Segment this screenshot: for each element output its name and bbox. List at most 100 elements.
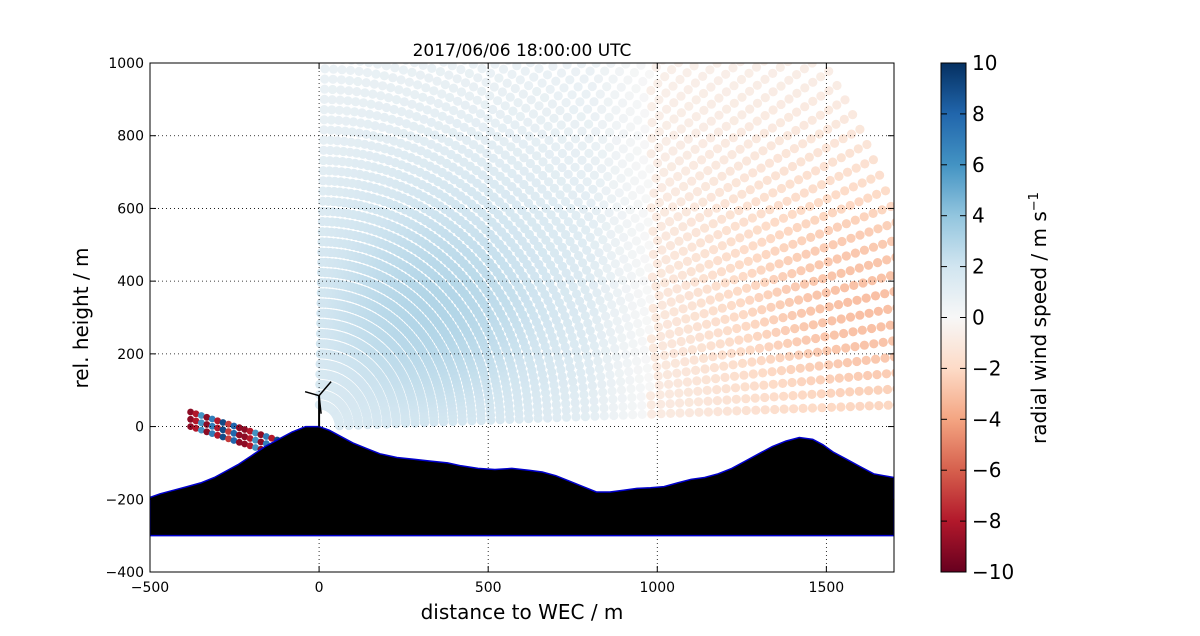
- beam-point: [721, 252, 732, 262]
- beam-point: [409, 121, 419, 131]
- beam-point: [570, 148, 581, 158]
- beam-point: [818, 274, 828, 284]
- beam-point: [577, 277, 587, 287]
- beam-point: [770, 404, 780, 415]
- beam-point: [452, 118, 462, 129]
- beam-point: [850, 342, 860, 352]
- beam-point: [542, 107, 552, 117]
- beam-point: [649, 188, 659, 198]
- beam-point: [849, 280, 859, 290]
- beam-point: [792, 70, 802, 80]
- beam-point: [606, 251, 617, 261]
- beam-point: [475, 144, 485, 154]
- beam-point: [766, 234, 776, 244]
- beam-point: [501, 163, 511, 173]
- colorbar-label: radial wind speed / m s−1: [1027, 192, 1051, 444]
- beam-point: [586, 373, 597, 383]
- beam-point: [573, 270, 583, 280]
- beam-point: [606, 271, 616, 281]
- beam-point: [319, 105, 329, 115]
- beam-point: [482, 148, 492, 159]
- near-ground-point: [235, 438, 243, 446]
- beam-point: [362, 68, 373, 78]
- beam-point: [783, 256, 793, 266]
- beam-point: [557, 148, 568, 159]
- beam-point: [796, 157, 806, 167]
- beam-point: [315, 369, 325, 379]
- beam-point: [866, 174, 876, 184]
- beam-point: [598, 387, 608, 397]
- beam-point: [655, 390, 665, 400]
- beam-point: [585, 326, 595, 336]
- beam-point: [660, 72, 670, 82]
- beam-point: [669, 226, 680, 236]
- beam-point: [748, 369, 758, 379]
- beam-point: [635, 267, 645, 277]
- beam-point: [577, 126, 587, 136]
- beam-point: [640, 231, 650, 241]
- beam-point: [372, 111, 382, 121]
- beam-point: [633, 115, 643, 125]
- beam-point: [667, 65, 677, 75]
- beam-point: [652, 362, 662, 372]
- beam-point: [328, 84, 338, 95]
- beam-point: [770, 246, 780, 256]
- beam-point: [488, 104, 498, 115]
- beam-point: [812, 290, 822, 300]
- beam-point: [525, 185, 535, 195]
- beam-point: [675, 74, 685, 85]
- beam-point: [530, 191, 540, 201]
- beam-point: [840, 95, 850, 105]
- beam-point: [550, 170, 561, 180]
- colorbar: 10 8 6 4 2 0 −2 −4 −6 −8 −10 radial wind speed / m…: [940, 51, 1051, 584]
- near-ground-point: [225, 435, 232, 443]
- beam-point: [434, 121, 444, 131]
- beam-point: [389, 104, 399, 115]
- beam-point: [676, 140, 686, 150]
- beam-point: [576, 112, 586, 122]
- beam-point: [553, 91, 563, 101]
- beam-point: [568, 224, 578, 234]
- beam-point: [730, 221, 740, 231]
- beam-point: [714, 93, 724, 103]
- beam-point: [561, 98, 571, 108]
- chart-title: 2017/06/06 18:00:00 UTC: [413, 41, 632, 61]
- beam-point: [493, 96, 503, 106]
- beam-point: [878, 337, 888, 347]
- beam-point: [773, 340, 783, 350]
- beam-point: [763, 290, 773, 300]
- near-ground-point: [241, 440, 249, 448]
- beam-point: [591, 206, 601, 216]
- beam-point: [775, 118, 786, 128]
- beam-point: [651, 173, 661, 183]
- beam-point: [524, 81, 534, 91]
- beam-point: [642, 363, 653, 373]
- beam-point: [445, 92, 455, 103]
- beam-point: [672, 284, 682, 294]
- beam-point: [739, 217, 749, 227]
- beam-point: [439, 63, 449, 67]
- beam-point: [868, 242, 879, 252]
- beam-point: [404, 109, 414, 119]
- beam-point: [783, 338, 793, 348]
- beam-point: [669, 274, 679, 284]
- beam-point: [665, 329, 675, 339]
- beam-point: [621, 350, 631, 360]
- beam-point: [532, 86, 542, 97]
- beam-point: [430, 108, 440, 118]
- beam-point: [515, 111, 526, 122]
- beam-point: [891, 253, 894, 262]
- beam-point: [825, 175, 835, 186]
- beam-point: [526, 95, 536, 105]
- beam-point: [836, 402, 846, 412]
- beam-point: [750, 319, 760, 329]
- beam-point: [768, 105, 778, 115]
- beam-point: [807, 403, 818, 413]
- beam-point: [384, 93, 394, 103]
- beam-point: [608, 335, 618, 345]
- beam-point: [635, 327, 645, 337]
- beam-point: [619, 129, 629, 139]
- y-tick-label: 200: [117, 347, 144, 363]
- beam-point: [721, 225, 732, 236]
- beam-point: [422, 105, 432, 115]
